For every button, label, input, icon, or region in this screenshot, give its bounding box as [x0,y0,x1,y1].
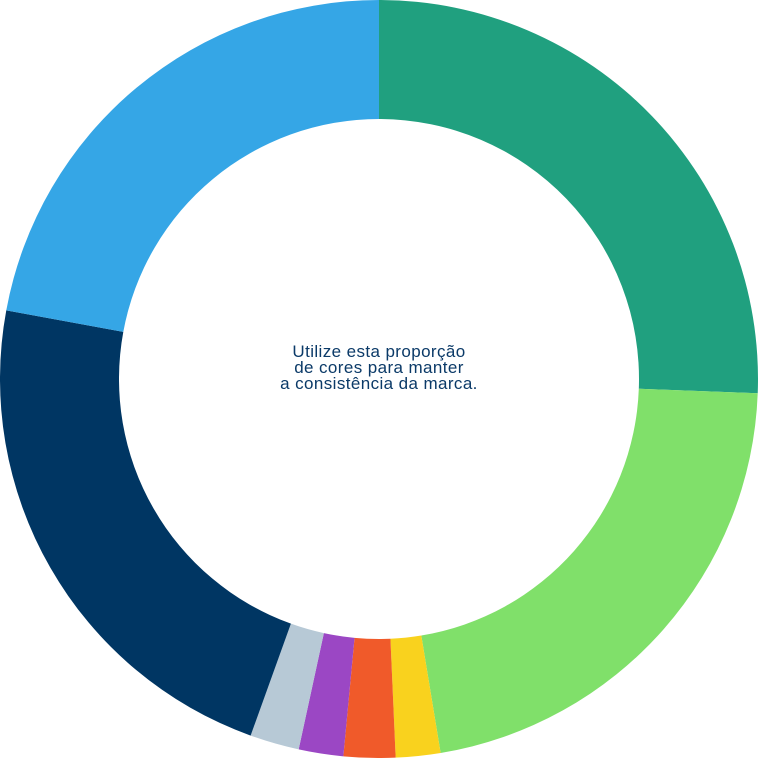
center-note-line-2: de cores para manter [294,358,464,377]
donut-slice-3 [390,635,441,758]
center-note-line-1: Utilize esta proporção [292,342,466,361]
donut-slice-7 [0,310,291,736]
center-note: Utilize esta proporção de cores para man… [229,342,529,393]
donut-slice-5 [298,633,355,757]
donut-slice-1 [379,0,758,394]
donut-slice-2 [421,388,758,753]
donut-slice-6 [250,623,324,750]
donut-slice-4 [343,637,396,758]
center-note-line-3: a consistência da marca. [280,374,478,393]
donut-slice-8 [6,0,380,332]
